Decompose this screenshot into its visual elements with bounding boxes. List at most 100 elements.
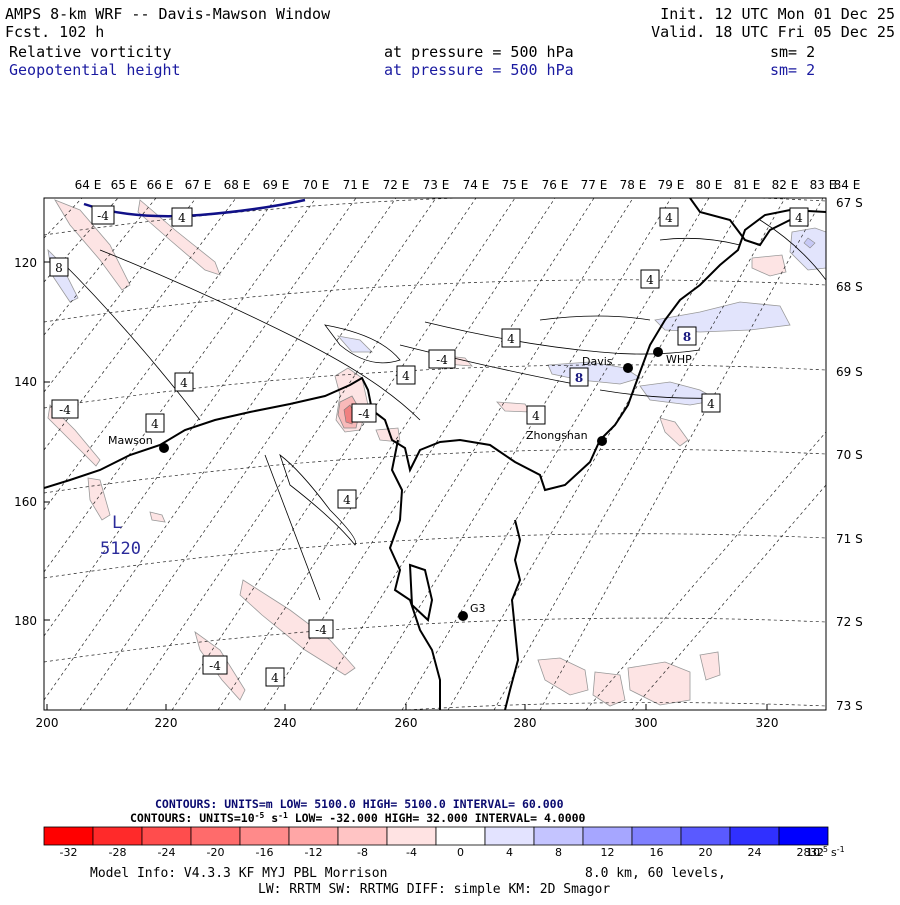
svg-text:8: 8 bbox=[55, 261, 63, 275]
lon-label: 82 E bbox=[772, 178, 799, 192]
colorbar-tick-label: 24 bbox=[748, 846, 762, 859]
colorbar-tick-label: -20 bbox=[207, 846, 225, 859]
colorbar-tick-label: -4 bbox=[406, 846, 417, 859]
svg-text:4: 4 bbox=[402, 369, 410, 383]
grid-x-label: 320 bbox=[756, 716, 779, 730]
colorbar-bin bbox=[386, 826, 437, 846]
vorticity-contour-info: CONTOURS: UNITS=10-5 s-1 LOW= -32.000 HI… bbox=[130, 811, 586, 825]
stations: Mawson Davis WHP Zhongshan G3 bbox=[108, 347, 692, 621]
lon-label: 65 E bbox=[111, 178, 138, 192]
field2-level: at pressure = 500 hPa bbox=[384, 61, 574, 79]
station-zhongshan-label: Zhongshan bbox=[526, 429, 588, 442]
lon-label: 84 E bbox=[834, 178, 861, 192]
lon-label: 73 E bbox=[423, 178, 450, 192]
init-time: Init. 12 UTC Mon 01 Dec 25 bbox=[660, 5, 895, 23]
colorbar-tick-label: 16 bbox=[650, 846, 664, 859]
contour-label: 4 bbox=[789, 207, 809, 227]
lon-label: 68 E bbox=[224, 178, 251, 192]
colorbar-bin bbox=[239, 826, 290, 846]
contour-label: -4 bbox=[308, 619, 334, 639]
lat-label: 67 S bbox=[836, 196, 863, 210]
colorbar-tick-label: 0 bbox=[457, 846, 464, 859]
map-plot-area: Mawson Davis WHP Zhongshan G3 L 5120 -4 … bbox=[44, 198, 826, 710]
colorbar-bin bbox=[92, 826, 143, 846]
svg-text:4: 4 bbox=[343, 493, 351, 507]
colorbar-bin bbox=[141, 826, 192, 846]
contour-label: 8 bbox=[49, 257, 69, 277]
lat-label: 69 S bbox=[836, 365, 863, 379]
station-davis-label: Davis bbox=[582, 355, 613, 368]
colorbar-tick-label: 12 bbox=[601, 846, 615, 859]
colorbar-bin bbox=[484, 826, 535, 846]
contour-label: 4 bbox=[501, 328, 521, 348]
lat-label: 73 S bbox=[836, 699, 863, 713]
lat-label: 68 S bbox=[836, 280, 863, 294]
station-davis-marker bbox=[623, 363, 633, 373]
lon-label: 79 E bbox=[658, 178, 685, 192]
grid-x-label: 300 bbox=[635, 716, 658, 730]
contour-label: 4 bbox=[659, 207, 679, 227]
colorbar: -32 -28 -24 -20 -16 -12 -8 -4 0 4 8 12 16 20 24 28 32 bbox=[43, 826, 829, 859]
colorbar-tick-label: 20 bbox=[699, 846, 713, 859]
field1-level: at pressure = 500 hPa bbox=[384, 43, 574, 61]
colorbar-bin bbox=[435, 826, 486, 846]
station-g3-label: G3 bbox=[470, 602, 486, 615]
svg-text:-4: -4 bbox=[97, 209, 109, 223]
contour-label: -4 bbox=[51, 399, 79, 419]
lon-label: 77 E bbox=[581, 178, 608, 192]
station-whp-label: WHP bbox=[666, 353, 692, 366]
grid-x-label: 280 bbox=[514, 716, 537, 730]
lon-label: 83 E bbox=[810, 178, 837, 192]
forecast-hour: Fcst. 102 h bbox=[5, 23, 104, 41]
contour-label: -4 bbox=[202, 655, 228, 675]
lat-label: 72 S bbox=[836, 615, 863, 629]
colorbar-bin bbox=[729, 826, 780, 846]
contour-label: 4 bbox=[171, 207, 193, 227]
colorbar-bin bbox=[778, 826, 829, 846]
contour-label: 8 bbox=[569, 367, 589, 387]
map-title: AMPS 8-km WRF -- Davis-Mawson Window bbox=[5, 5, 331, 23]
colorbar-tick-label: 4 bbox=[506, 846, 513, 859]
svg-text:-4: -4 bbox=[315, 623, 327, 637]
colorbar-tick-label: -24 bbox=[158, 846, 176, 859]
grid-x-label: 260 bbox=[395, 716, 418, 730]
contour-label: 8 bbox=[677, 326, 697, 346]
lon-label: 74 E bbox=[463, 178, 490, 192]
svg-text:-4: -4 bbox=[358, 407, 370, 421]
station-mawson-marker bbox=[159, 443, 169, 453]
svg-text:4: 4 bbox=[507, 332, 515, 346]
left-grid-labels: 120 140 160 180 bbox=[14, 256, 37, 628]
colorbar-tick-label: 28 bbox=[797, 846, 811, 859]
contour-label: 4 bbox=[145, 413, 165, 433]
contour-label: 4 bbox=[701, 393, 721, 413]
contour-label: 4 bbox=[526, 405, 546, 425]
top-longitude-labels: 64 E 65 E 66 E 67 E 68 E 69 E 70 E 71 E … bbox=[75, 178, 861, 192]
svg-text:4: 4 bbox=[646, 273, 654, 287]
lon-label: 64 E bbox=[75, 178, 102, 192]
colorbar-tick-label: -12 bbox=[305, 846, 323, 859]
station-mawson-label: Mawson bbox=[108, 434, 153, 447]
lon-label: 66 E bbox=[147, 178, 174, 192]
vorticity-contours bbox=[59, 219, 826, 601]
lon-label: 67 E bbox=[185, 178, 212, 192]
grid-y-label: 140 bbox=[14, 375, 37, 389]
lon-label: 78 E bbox=[620, 178, 647, 192]
lon-label: 71 E bbox=[343, 178, 370, 192]
colorbar-tick-label: -16 bbox=[256, 846, 274, 859]
contour-label: -4 bbox=[428, 349, 456, 369]
contour-label: -4 bbox=[351, 403, 377, 423]
svg-text:4: 4 bbox=[271, 671, 279, 685]
grid-y-label: 160 bbox=[14, 495, 37, 509]
lon-label: 81 E bbox=[734, 178, 761, 192]
lon-label: 72 E bbox=[383, 178, 410, 192]
svg-text:8: 8 bbox=[575, 371, 583, 385]
svg-text:4: 4 bbox=[180, 376, 188, 390]
graticule bbox=[44, 198, 826, 710]
lon-label: 76 E bbox=[542, 178, 569, 192]
contour-label: 4 bbox=[640, 269, 660, 289]
lon-label: 75 E bbox=[502, 178, 529, 192]
grid-x-label: 240 bbox=[274, 716, 297, 730]
stronger-positive-vorticity bbox=[803, 237, 816, 249]
contour-label: 4 bbox=[174, 372, 194, 392]
